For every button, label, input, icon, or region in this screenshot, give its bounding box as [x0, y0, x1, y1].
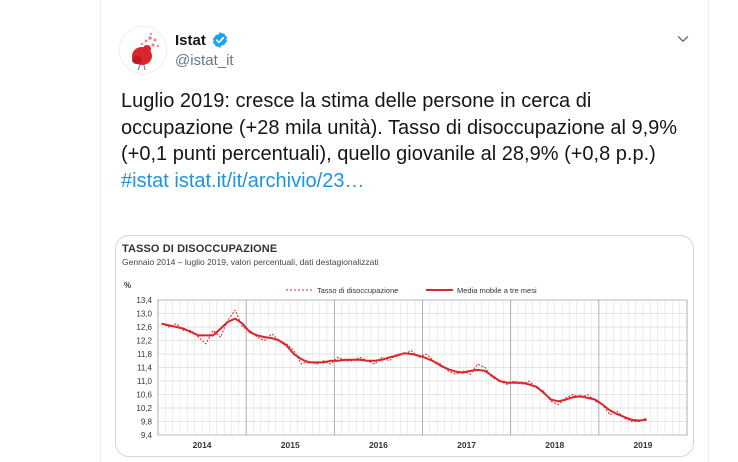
y-tick-label: 10,2	[136, 404, 152, 413]
y-tick-label: 10,6	[136, 391, 152, 400]
x-tick-label: 2015	[281, 440, 300, 450]
verified-badge-icon	[212, 32, 227, 48]
y-axis-unit: %	[124, 281, 132, 290]
chart-image-card[interactable]: TASSO DI DISOCCUPAZIONE Gennaio 2014 – l…	[115, 235, 694, 457]
tweet-card[interactable]: Istat @istat_it Luglio 2019: cresce la s…	[100, 0, 709, 462]
legend-label: Media mobile a tre mesi	[457, 286, 537, 295]
x-tick-label: 2019	[633, 440, 652, 450]
tweet-text: Luglio 2019: cresce la stima delle perso…	[121, 88, 696, 194]
series-line-moving-average	[161, 317, 647, 422]
y-tick-label: 13,4	[136, 296, 152, 305]
hashtag-link[interactable]: #istat	[121, 169, 169, 192]
y-tick-label: 12,6	[136, 323, 152, 332]
x-tick-label: 2017	[457, 440, 476, 450]
unemployment-chart: 13,4 13,0 12,6 12,2 11,8 11,4 11,0 10,6 10,2 9,8 9…	[136, 284, 688, 450]
legend-box	[278, 284, 558, 295]
avatar[interactable]	[119, 26, 167, 74]
author-row[interactable]: Istat	[175, 31, 229, 49]
y-tick-label: 11,0	[137, 377, 153, 386]
y-tick-label: 11,4	[137, 364, 153, 373]
url-link[interactable]: istat.it/it/archivio/23…	[174, 169, 365, 192]
y-tick-label: 11,8	[137, 350, 153, 359]
y-tick-label: 9,4	[141, 431, 153, 440]
chart-subtitle: Gennaio 2014 – luglio 2019, valori perce…	[122, 257, 379, 267]
tweet-body: Luglio 2019: cresce la stima delle perso…	[121, 90, 683, 165]
author-handle[interactable]: @istat_it	[175, 52, 234, 69]
y-tick-label: 9,8	[141, 418, 153, 427]
x-tick-label: 2016	[369, 440, 388, 450]
chart-title: TASSO DI DISOCCUPAZIONE	[122, 243, 278, 255]
author-name[interactable]: Istat	[175, 31, 206, 49]
chevron-down-icon[interactable]	[674, 30, 692, 48]
x-tick-label: 2014	[193, 440, 212, 450]
legend-label: Tasso di disoccupazione	[317, 286, 398, 295]
y-tick-label: 12,2	[136, 337, 152, 346]
y-tick-label: 13,0	[136, 310, 152, 319]
x-tick-label: 2018	[545, 440, 564, 450]
avatar-logo-icon	[132, 32, 160, 71]
series-line-unemployment-rate	[161, 309, 647, 422]
